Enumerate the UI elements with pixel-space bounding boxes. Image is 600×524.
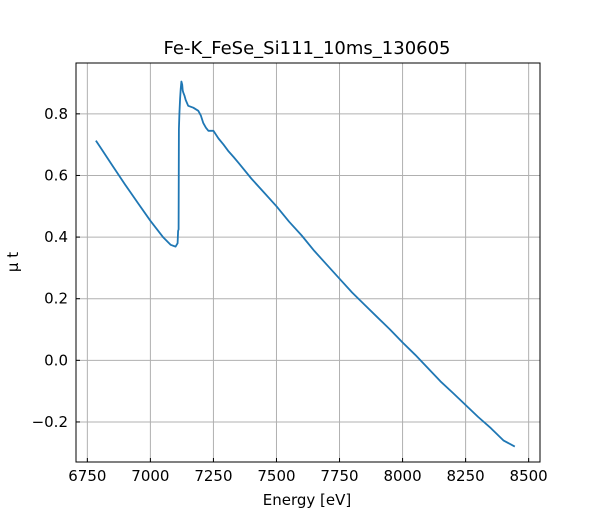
y-tick-label: 0.0 xyxy=(44,351,68,369)
x-tick-label: 6750 xyxy=(68,467,106,485)
series-layer xyxy=(95,80,516,448)
x-tick-label: 8250 xyxy=(447,467,485,485)
x-tick-label: 7000 xyxy=(131,467,169,485)
y-axis-label: μ t xyxy=(4,252,22,272)
x-tick-label: 8000 xyxy=(383,467,421,485)
x-tick-label: 7750 xyxy=(320,467,358,485)
ticks: 6750 7000 7250 7500 7750 8000 8250 8500 −0.2 0.0 0… xyxy=(32,105,548,485)
y-tick-label: 0.4 xyxy=(44,228,68,246)
y-tick-label: −0.2 xyxy=(32,413,68,431)
x-tick-label: 8500 xyxy=(510,467,548,485)
x-axis-label: Energy [eV] xyxy=(263,491,351,509)
x-tick-label: 7500 xyxy=(257,467,295,485)
plot-frame xyxy=(75,62,541,463)
y-tick-label: 0.8 xyxy=(44,105,68,123)
chart-title: Fe-K_FeSe_Si111_10ms_130605 xyxy=(164,38,451,59)
grid xyxy=(76,63,540,462)
series-line xyxy=(95,80,516,448)
x-tick-label: 7250 xyxy=(194,467,232,485)
y-tick-label: 0.6 xyxy=(44,166,68,184)
y-tick-label: 0.2 xyxy=(44,290,68,308)
